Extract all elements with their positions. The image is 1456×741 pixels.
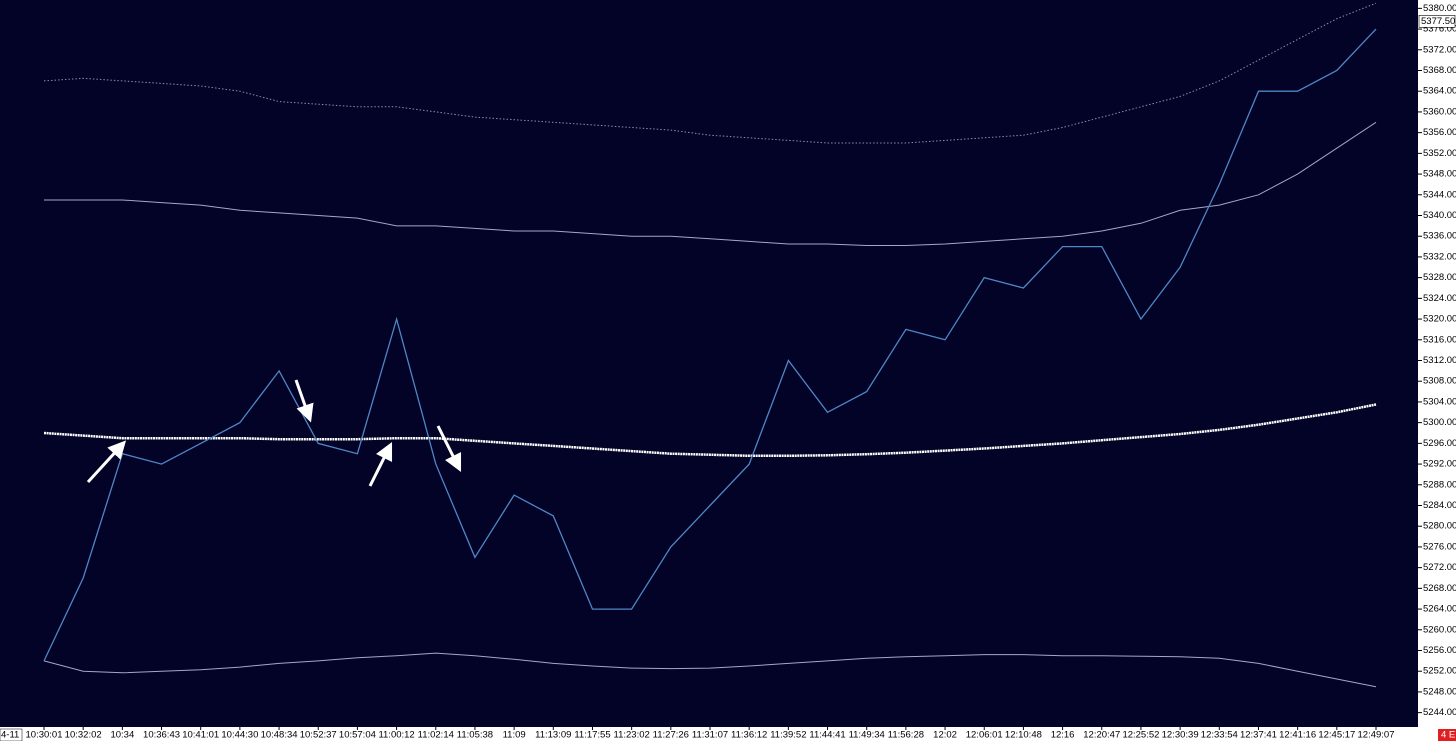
x-tick-label: 12:45:17 [1318, 730, 1355, 741]
y-tick-label: 5380.00 [1423, 3, 1456, 14]
y-tick-label: 5292.00 [1423, 459, 1456, 470]
y-tick-label: 5312.00 [1423, 355, 1456, 366]
y-tick-label: 5308.00 [1423, 376, 1456, 387]
x-tick-label: 11:02:14 [418, 730, 454, 741]
arrow [436, 425, 462, 473]
x-tick-label: 11:56:28 [888, 730, 924, 741]
arrow [294, 379, 314, 423]
y-tick-label: 5300.00 [1423, 417, 1456, 428]
x-tick-label: 10:34 [110, 730, 134, 741]
x-tick-label: 10:44:30 [221, 730, 258, 741]
y-tick-label: 5256.00 [1423, 645, 1456, 656]
x-tick-label: 11:36:12 [731, 730, 767, 741]
x-tick-label: 10:30:01 [26, 730, 63, 741]
x-tick-label: 12:41:16 [1279, 730, 1316, 741]
x-tick-label: 12:33:54 [1201, 730, 1238, 741]
last-price-box [1418, 15, 1456, 28]
x-tick-label: 11:23:02 [614, 730, 650, 741]
last-price-label: 5377.50 [1421, 16, 1455, 27]
y-tick-label: 5348.00 [1423, 169, 1456, 180]
x-tick-label: 11:00:12 [378, 730, 414, 741]
y-tick-label: 5328.00 [1423, 272, 1456, 283]
y-tick-label: 5304.00 [1423, 396, 1456, 407]
y-tick-label: 5320.00 [1423, 314, 1456, 325]
y-axis [1418, 0, 1456, 741]
date-label: 4-11 [1, 730, 19, 741]
y-tick-label: 5340.00 [1423, 210, 1456, 221]
series-line [44, 121, 1377, 246]
y-tick-label: 5332.00 [1423, 251, 1456, 262]
arrow [86, 440, 127, 484]
x-tick-label: 10:52:37 [300, 730, 337, 741]
series-line [43, 2, 1377, 144]
y-tick-label: 5260.00 [1423, 624, 1456, 635]
x-tick-label: 12:25:52 [1122, 730, 1159, 741]
corner-badge-box [1438, 729, 1456, 741]
y-tick-label: 5264.00 [1423, 604, 1456, 615]
y-tick-label: 5316.00 [1423, 334, 1456, 345]
corner-badge: 4 E [1441, 730, 1455, 741]
y-tick-label: 5356.00 [1423, 127, 1456, 138]
x-tick-label: 11:49:34 [849, 730, 885, 741]
x-tick-label: 10:48:34 [261, 730, 298, 741]
x-tick-label: 11:09 [503, 730, 526, 741]
x-tick-label: 12:49:07 [1358, 730, 1395, 741]
x-tick-label: 10:57:04 [339, 730, 376, 741]
x-tick-label: 11:05:38 [457, 730, 493, 741]
x-tick-label: 11:13:09 [535, 730, 571, 741]
y-tick-label: 5288.00 [1423, 479, 1456, 490]
x-tick-label: 10:41:01 [182, 730, 219, 741]
x-tick-label: 12:37:41 [1240, 730, 1277, 741]
series-line [43, 652, 1377, 688]
x-tick-label: 11:44:41 [809, 730, 845, 741]
y-tick-label: 5364.00 [1423, 86, 1456, 97]
x-tick-label: 11:27:26 [653, 730, 689, 741]
plot [43, 2, 1377, 688]
y-tick-label: 5244.00 [1423, 707, 1456, 718]
x-tick-label: 12:06:01 [966, 730, 1003, 741]
x-tick-label: 11:17:55 [574, 730, 610, 741]
y-tick-label: 5376.00 [1423, 24, 1456, 35]
y-tick-label: 5372.00 [1423, 44, 1456, 55]
plot-area [0, 0, 1418, 727]
arrow [368, 441, 393, 487]
x-tick-label: 12:20:47 [1083, 730, 1120, 741]
x-tick-label: 12:30:39 [1162, 730, 1199, 741]
date-box [0, 728, 23, 741]
x-axis [0, 727, 1418, 741]
y-tick-label: 5324.00 [1423, 293, 1456, 304]
series-line [43, 403, 1377, 458]
y-tick-label: 5368.00 [1423, 65, 1456, 76]
x-tick-label: 12:02 [933, 730, 957, 741]
x-tick-label: 11:31:07 [692, 730, 728, 741]
y-tick-label: 5360.00 [1423, 106, 1456, 117]
y-tick-label: 5276.00 [1423, 541, 1456, 552]
y-tick-label: 5268.00 [1423, 583, 1456, 594]
y-tick-label: 5280.00 [1423, 521, 1456, 532]
y-tick-label: 5284.00 [1423, 500, 1456, 511]
x-tick-label: 12:10:48 [1005, 730, 1042, 741]
x-tick-label: 10:36:43 [143, 730, 180, 741]
y-tick-label: 5296.00 [1423, 438, 1456, 449]
y-tick-label: 5336.00 [1423, 231, 1456, 242]
y-tick-label: 5352.00 [1423, 148, 1456, 159]
y-tick-label: 5252.00 [1423, 666, 1456, 677]
x-tick-label: 10:32:02 [65, 730, 102, 741]
y-tick-label: 5344.00 [1423, 189, 1456, 200]
y-tick-label: 5248.00 [1423, 686, 1456, 697]
annotation-arrows [86, 379, 462, 487]
x-tick-label: 11:39:52 [770, 730, 806, 741]
series-line [43, 28, 1377, 662]
y-tick-label: 5272.00 [1423, 562, 1456, 573]
x-tick-label: 12:16 [1051, 730, 1075, 741]
